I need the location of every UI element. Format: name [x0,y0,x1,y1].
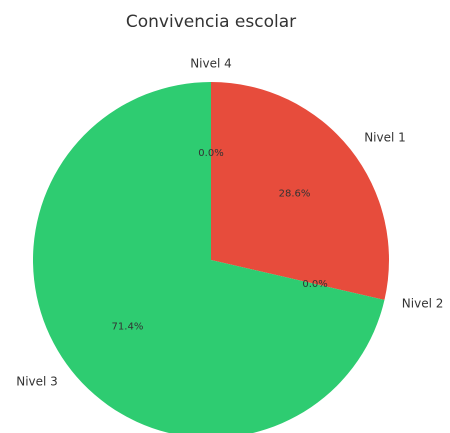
slice-percent: 28.6% [279,188,311,199]
slice-label: Nivel 1 [364,131,406,145]
slice-label: Nivel 3 [16,374,58,388]
slice-percent: 0.0% [198,148,223,159]
pie-slice [33,82,385,433]
slice-percent: 0.0% [302,279,327,290]
pie-slice [211,82,390,300]
slice-label: Nivel 2 [402,296,444,310]
slice-percent: 71.4% [112,322,144,333]
chart-title: Convivencia escolar [126,12,296,32]
slice-label: Nivel 4 [190,57,232,71]
